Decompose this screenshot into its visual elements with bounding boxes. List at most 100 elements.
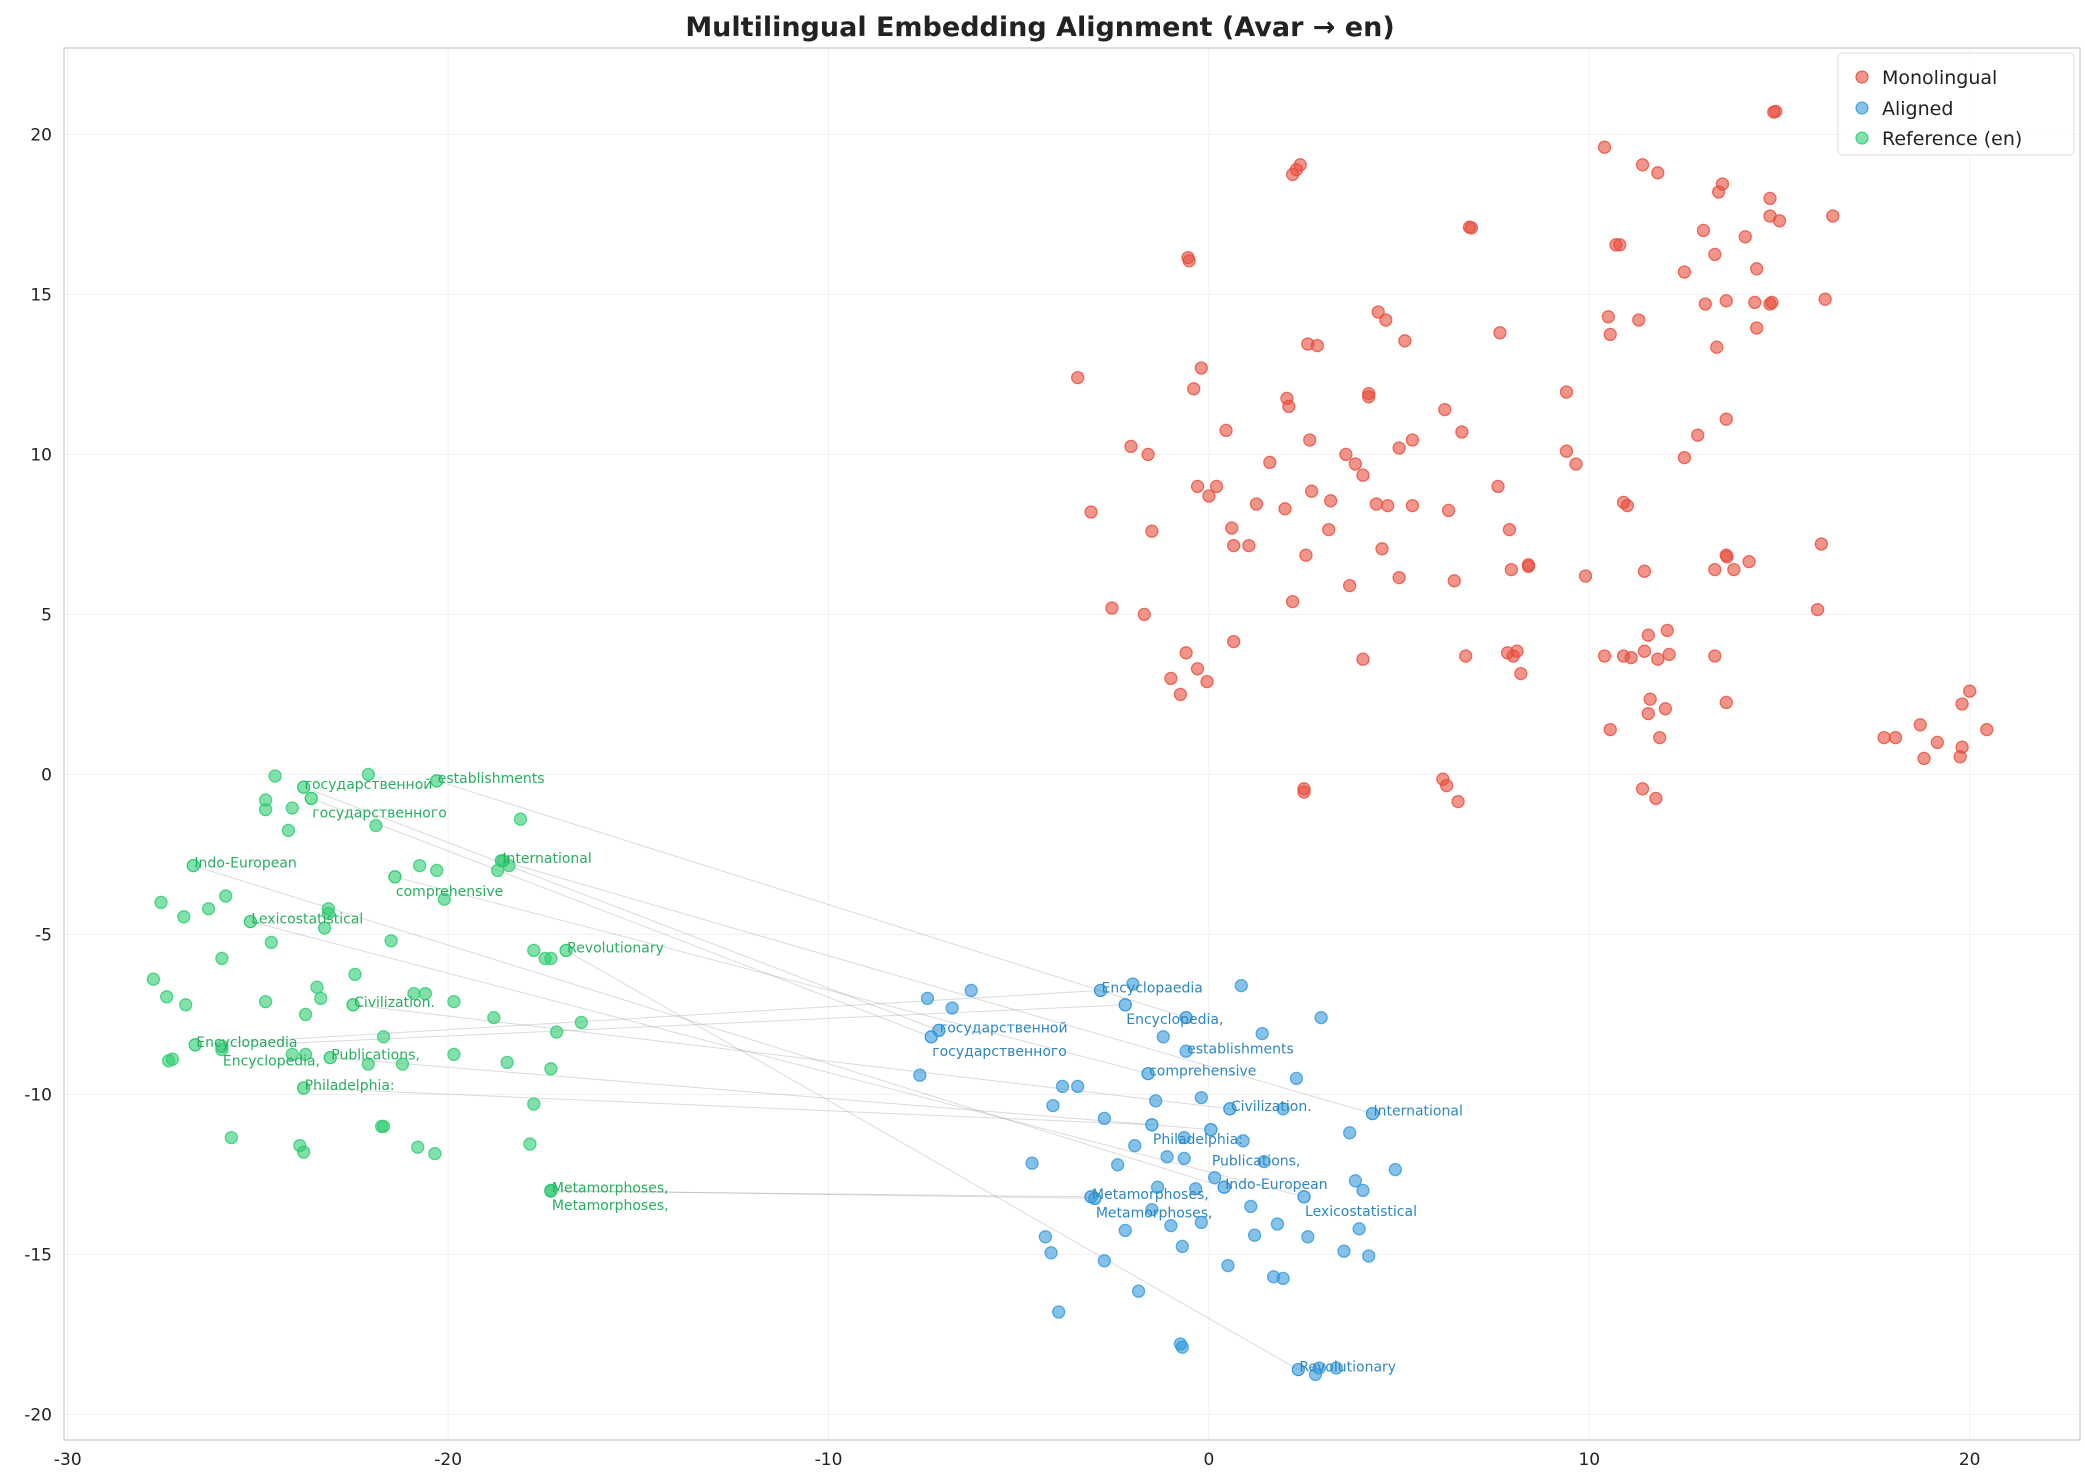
point-monolingual [1141,447,1155,462]
point-reference-en [346,998,360,1012]
point-monolingual [1649,791,1663,806]
point-reference-en [549,1025,564,1039]
point-monolingual [1242,538,1256,553]
point-aligned [1044,1246,1058,1260]
point-monolingual [1651,652,1665,666]
x-tick-label: -10 [815,1450,843,1470]
point-reference-en [430,863,444,878]
point-monolingual [1696,223,1711,238]
point-reference-en [258,802,273,817]
point-monolingual [1651,166,1665,180]
legend-label-aligned: Aligned [1882,98,1953,120]
y-tick-label: -10 [24,1085,52,1105]
point-aligned [1221,1258,1235,1273]
alignment-line [193,865,1225,1188]
point-aligned [1164,1218,1178,1233]
point-monolingual [1711,185,1726,199]
point-monolingual [1343,578,1357,593]
point-reference-en [500,1055,514,1070]
point-monolingual [1559,385,1574,399]
point-monolingual [1381,498,1395,513]
point-monolingual [1635,782,1650,796]
point-reference-en [219,889,233,903]
point-reference-en [323,1050,337,1065]
point-aligned [1149,1094,1163,1108]
point-monolingual [1194,361,1208,375]
reference-point-label: Civilization. [354,995,435,1011]
point-aligned [1388,1162,1402,1177]
point-monolingual [1569,457,1583,471]
aligned-point-label: Metamorphoses, [1096,1205,1213,1221]
point-monolingual [1369,497,1383,511]
point-monolingual [1748,295,1762,310]
point-monolingual [1303,433,1317,447]
point-monolingual [1826,209,1840,223]
point-monolingual [1719,412,1733,426]
point-monolingual [1635,158,1650,172]
reference-point-label: International [502,851,591,867]
point-reference-en [527,943,541,958]
legend-marker-reference [1855,131,1869,145]
point-monolingual [1263,455,1277,470]
point-reference-en [361,1057,375,1071]
point-reference-en [413,858,427,873]
point-aligned [1145,1118,1159,1132]
point-monolingual [1324,494,1338,508]
point-aligned [1236,1134,1250,1148]
reference-point-label: Indo-European [194,856,296,872]
point-reference-en [314,991,328,1006]
point-reference-en [559,943,573,958]
point-reference-en [513,812,528,826]
point-reference-en [544,1062,558,1076]
point-monolingual [1282,399,1296,414]
y-tick-label: 15 [30,285,52,305]
point-aligned [945,1001,959,1015]
point-aligned [1160,1150,1174,1164]
point-monolingual [1348,457,1363,471]
point-monolingual [1071,370,1085,385]
point-aligned [1270,1217,1285,1231]
point-monolingual [1297,785,1311,799]
aligned-point-label: Encyclopaedia [1102,980,1203,996]
point-monolingual [1643,692,1657,706]
aligned-point-label: государственной [940,1020,1068,1036]
point-reference-en [310,980,324,994]
point-aligned [1314,1010,1328,1025]
aligned-point-label: государственного [932,1044,1067,1060]
point-monolingual [1225,521,1239,535]
point-monolingual [1227,538,1241,553]
point-monolingual [1980,722,1994,737]
x-tick-label: 0 [1204,1450,1215,1470]
point-monolingual [1392,570,1406,585]
point-aligned [1204,1122,1218,1137]
point-aligned [1348,1174,1363,1188]
alignment-lines [193,780,1373,1371]
point-reference-en [388,870,402,884]
point-monolingual [1285,167,1300,182]
point-reference-en [523,1137,537,1151]
point-reference-en [447,1047,461,1062]
point-aligned [1175,1239,1189,1254]
point-monolingual [1620,498,1635,513]
alignment-line [311,797,932,1038]
point-monolingual [1278,502,1292,516]
point-monolingual [1285,594,1300,609]
point-monolingual [1559,444,1574,458]
point-reference-en [165,1052,180,1066]
point-reference-en [437,892,452,906]
point-monolingual [1447,574,1461,588]
point-monolingual [1624,650,1638,665]
point-monolingual [1464,221,1479,235]
point-aligned [1291,1362,1305,1377]
point-monolingual [1750,262,1764,276]
point-monolingual [1888,730,1903,745]
point-aligned [1244,1199,1258,1214]
point-labels: establishments государственной государстве… [194,771,1463,1376]
y-tick-label: -5 [35,925,52,945]
point-reference-en [428,1146,442,1161]
point-reference-en [215,951,229,966]
legend-label-monolingual: Monolingual [1882,67,1997,89]
point-monolingual [1371,305,1385,319]
point-monolingual [1190,479,1205,494]
